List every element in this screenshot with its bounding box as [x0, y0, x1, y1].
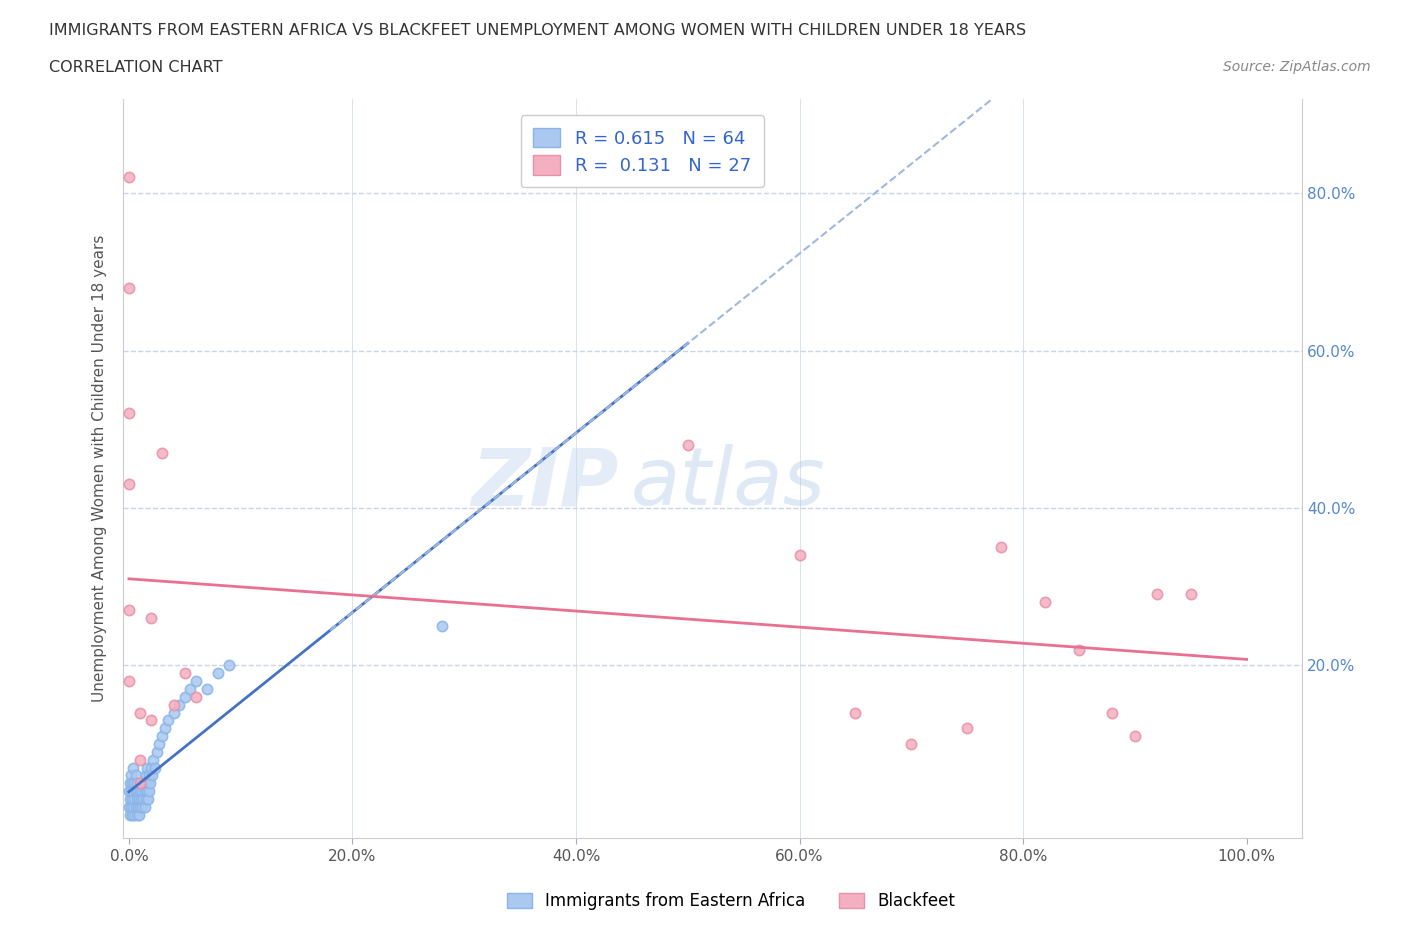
Point [118, 791, 141, 806]
Point [131, 800, 153, 815]
Point [125, 776, 148, 790]
Point [1101, 705, 1123, 720]
Point [146, 744, 169, 759]
Point [1146, 587, 1168, 602]
Point [152, 729, 174, 744]
Point [990, 539, 1012, 554]
Point [135, 768, 157, 783]
Y-axis label: Unemployment Among Women with Children Under 18 years: Unemployment Among Women with Children U… [93, 235, 107, 702]
Point [134, 784, 156, 799]
Point [127, 784, 149, 799]
Point [184, 689, 207, 704]
Point [153, 721, 176, 736]
Point [129, 776, 152, 790]
Point [120, 800, 142, 815]
Point [118, 280, 141, 295]
Point [129, 784, 152, 799]
Point [118, 477, 141, 492]
Point [141, 768, 163, 783]
Point [141, 760, 163, 775]
Point [139, 776, 162, 790]
Point [844, 705, 866, 720]
Legend: Immigrants from Eastern Africa, Blackfeet: Immigrants from Eastern Africa, Blackfee… [501, 885, 962, 917]
Point [138, 784, 160, 799]
Point [121, 807, 143, 822]
Point [128, 791, 150, 806]
Point [120, 768, 142, 783]
Text: ZIP: ZIP [471, 445, 619, 523]
Point [138, 768, 160, 783]
Point [124, 776, 146, 790]
Point [430, 618, 453, 633]
Point [141, 611, 163, 626]
Point [179, 682, 201, 697]
Text: IMMIGRANTS FROM EASTERN AFRICA VS BLACKFEET UNEMPLOYMENT AMONG WOMEN WITH CHILDR: IMMIGRANTS FROM EASTERN AFRICA VS BLACKF… [49, 23, 1026, 38]
Point [129, 776, 152, 790]
Point [129, 791, 152, 806]
Legend: R = 0.615   N = 64, R =  0.131   N = 27: R = 0.615 N = 64, R = 0.131 N = 27 [520, 115, 763, 188]
Point [900, 737, 922, 751]
Point [789, 548, 811, 563]
Point [134, 800, 156, 815]
Point [1180, 587, 1202, 602]
Point [135, 784, 157, 799]
Point [122, 784, 145, 799]
Point [118, 784, 141, 799]
Point [162, 705, 184, 720]
Point [173, 689, 195, 704]
Text: CORRELATION CHART: CORRELATION CHART [49, 60, 222, 75]
Point [125, 807, 148, 822]
Point [195, 682, 218, 697]
Point [207, 666, 229, 681]
Point [125, 791, 148, 806]
Point [1035, 595, 1057, 610]
Text: atlas: atlas [630, 445, 825, 523]
Point [218, 658, 240, 672]
Point [1123, 729, 1146, 744]
Point [167, 698, 190, 712]
Point [1067, 642, 1090, 657]
Point [121, 791, 143, 806]
Point [143, 760, 166, 775]
Point [118, 673, 141, 688]
Point [956, 721, 979, 736]
Point [118, 807, 141, 822]
Point [127, 800, 149, 815]
Point [118, 406, 141, 421]
Point [148, 737, 170, 751]
Point [129, 800, 152, 815]
Point [142, 752, 165, 767]
Point [132, 791, 155, 806]
Point [136, 791, 159, 806]
Point [118, 170, 141, 185]
Point [118, 800, 141, 815]
Point [124, 807, 146, 822]
Point [118, 603, 141, 618]
Point [152, 445, 174, 460]
Point [124, 791, 146, 806]
Point [128, 807, 150, 822]
Point [156, 713, 179, 728]
Point [121, 776, 143, 790]
Point [135, 760, 157, 775]
Point [118, 776, 141, 790]
Point [173, 666, 195, 681]
Point [131, 784, 153, 799]
Point [124, 784, 146, 799]
Point [129, 705, 152, 720]
Point [141, 713, 163, 728]
Point [129, 752, 152, 767]
Point [132, 776, 155, 790]
Point [136, 776, 159, 790]
Point [122, 760, 145, 775]
Point [676, 437, 699, 452]
Point [124, 800, 146, 815]
Point [184, 673, 207, 688]
Point [162, 698, 184, 712]
Point [120, 784, 142, 799]
Text: Source: ZipAtlas.com: Source: ZipAtlas.com [1223, 60, 1371, 74]
Point [122, 800, 145, 815]
Point [135, 791, 157, 806]
Point [124, 768, 146, 783]
